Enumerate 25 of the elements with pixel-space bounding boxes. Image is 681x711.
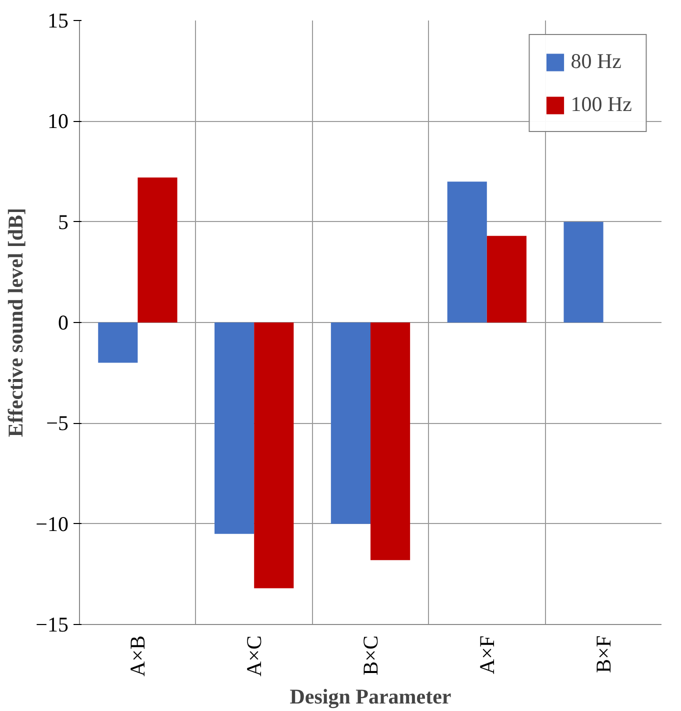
legend-label: 100 Hz xyxy=(570,92,632,117)
x-tick-label: B×F xyxy=(591,636,616,674)
y-tick-label: 10 xyxy=(48,109,68,134)
y-tick-label: 0 xyxy=(58,310,68,334)
x-tick-label: A×B xyxy=(126,636,150,677)
x-tick-label: A×C xyxy=(242,636,266,677)
y-tick-label: 15 xyxy=(48,8,68,32)
legend-label: 80 Hz xyxy=(570,49,622,74)
bar xyxy=(330,322,370,524)
bar xyxy=(447,182,487,322)
bar xyxy=(370,322,410,560)
bar xyxy=(214,322,254,534)
bar xyxy=(254,322,294,588)
bar xyxy=(564,222,604,322)
x-tick-label: A×F xyxy=(474,635,499,674)
bar xyxy=(138,178,178,322)
y-axis-title: Effective sound level [dB] xyxy=(4,208,28,438)
y-tick-label: −5 xyxy=(46,411,68,436)
bar xyxy=(486,236,526,322)
y-tick-label: 5 xyxy=(58,210,68,234)
bar xyxy=(98,322,138,363)
y-tick-label: −10 xyxy=(36,512,68,536)
x-axis-title: Design Parameter xyxy=(290,684,452,709)
x-tick-label: B×C xyxy=(358,635,382,676)
y-tick-label: −15 xyxy=(36,612,68,636)
